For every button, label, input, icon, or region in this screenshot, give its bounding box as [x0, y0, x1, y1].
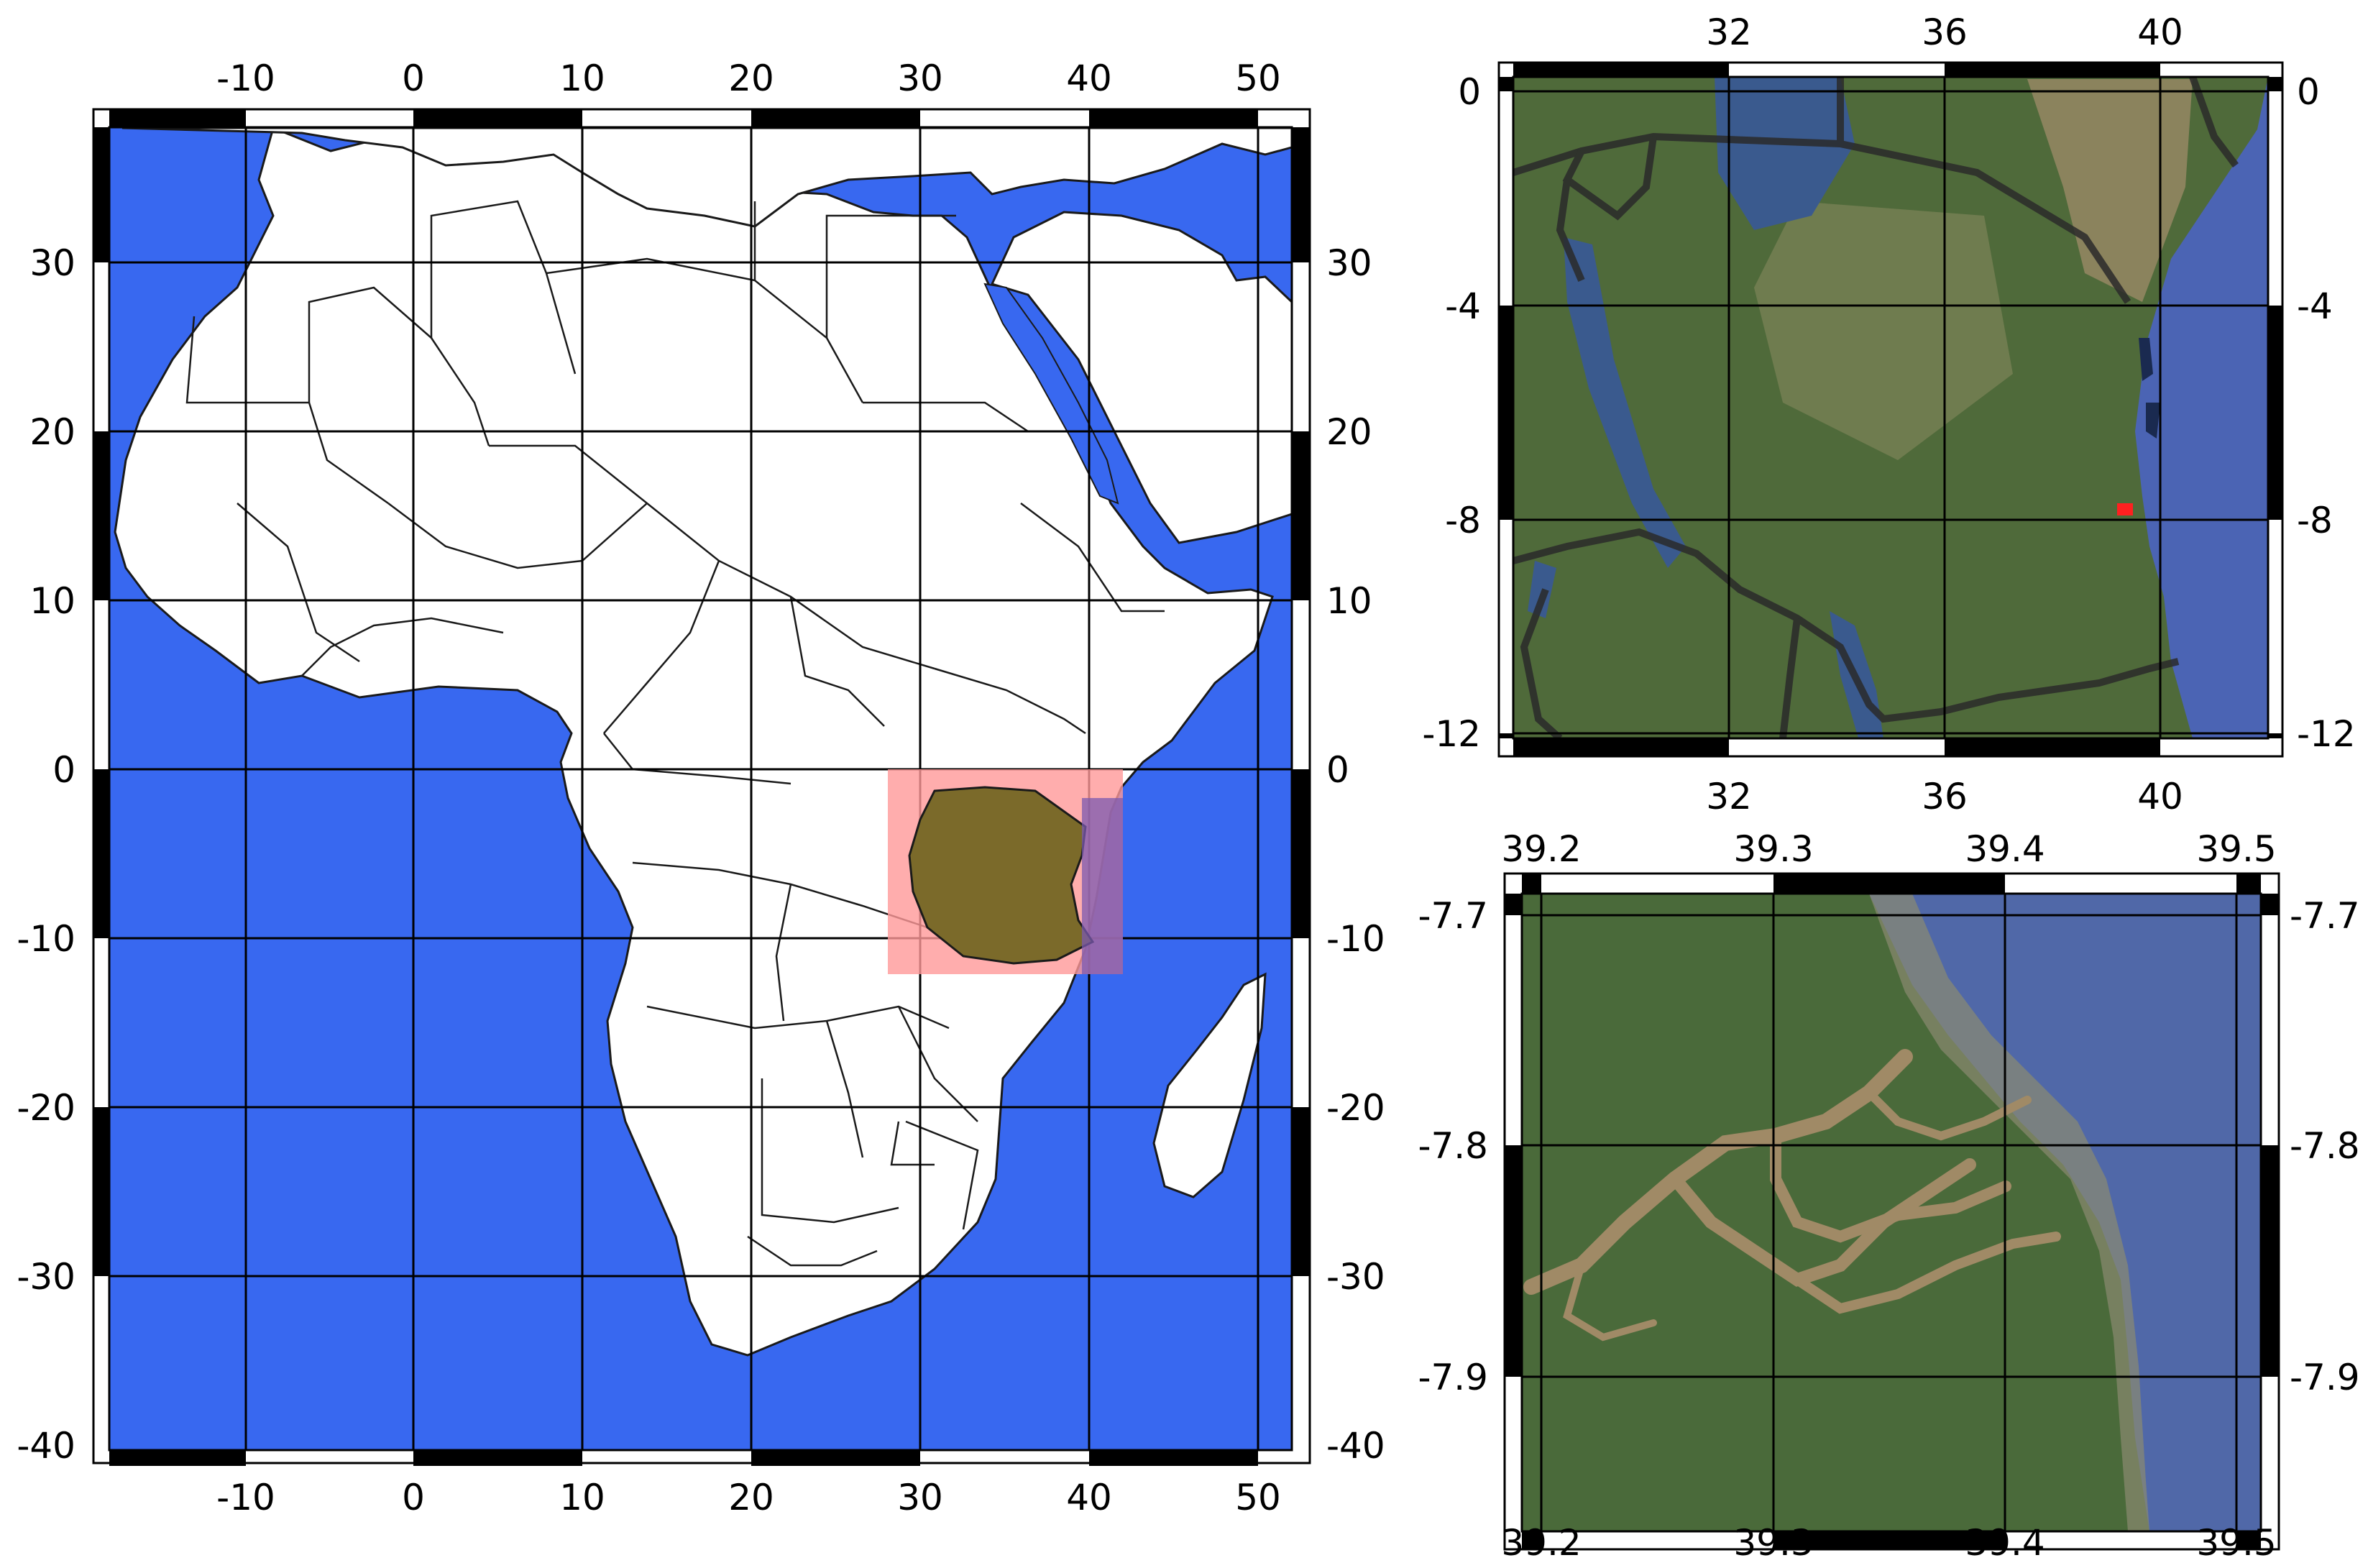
x-tick: 10 — [559, 1477, 605, 1518]
madagascar-island — [1152, 972, 1267, 1198]
y-tick: 20 — [29, 411, 75, 453]
inset-top-x-labels-bottom: 32 36 40 — [1706, 776, 2183, 817]
x-tick: 40 — [1066, 1477, 1112, 1518]
x-tick: 39.2 — [1501, 828, 1581, 870]
x-tick: 40 — [2137, 776, 2183, 817]
y-tick: -7.9 — [1418, 1357, 1488, 1398]
x-tick: 39.3 — [1733, 1522, 1813, 1564]
inset-bottom-y-labels-left: -7.7 -7.8 -7.9 — [1418, 895, 1488, 1398]
main-map-y-labels-right: 30 20 10 0 -10 -20 -30 -40 — [1326, 242, 1385, 1467]
y-tick: -7.8 — [1418, 1125, 1488, 1167]
indian-ocean — [2135, 77, 2268, 738]
y-tick: 0 — [52, 749, 75, 791]
y-tick: -7.9 — [2290, 1357, 2360, 1398]
red-sea — [983, 283, 1119, 505]
y-tick: 10 — [29, 580, 75, 622]
x-tick: 36 — [1922, 12, 1968, 53]
x-tick: 20 — [728, 1477, 774, 1518]
y-tick: -10 — [17, 918, 75, 960]
y-tick: -7.8 — [2290, 1125, 2360, 1167]
location-marker — [2117, 503, 2133, 515]
x-tick: 39.2 — [1501, 1522, 1581, 1564]
y-tick: -12 — [1422, 713, 1481, 755]
zanzibar-island — [2139, 338, 2153, 381]
x-tick: 20 — [728, 58, 774, 99]
main-map-border-ticks — [93, 109, 1310, 1466]
mafia-island — [2146, 403, 2160, 439]
x-tick: 36 — [1922, 776, 1968, 817]
inset-top-y-labels-right: 0 -4 -8 -12 — [2297, 71, 2356, 755]
x-tick: 39.5 — [2196, 1522, 2276, 1564]
x-tick: 39.4 — [1965, 828, 2045, 870]
x-tick: 0 — [402, 1477, 425, 1518]
inset-bottom-x-labels-top: 39.2 39.3 39.4 39.5 — [1501, 828, 2276, 870]
main-map-panel: -10 0 10 20 30 40 50 -10 0 10 20 30 40 5… — [17, 58, 1385, 1518]
lake-victoria — [1715, 77, 1855, 230]
y-tick: 30 — [1326, 242, 1372, 284]
y-tick: 30 — [29, 242, 75, 284]
y-tick: -12 — [2297, 713, 2356, 755]
y-tick: -8 — [1445, 500, 1481, 541]
arid-patch — [1754, 201, 2013, 460]
inset-bottom-border-ticks — [1505, 874, 2279, 1549]
tidal-shallows — [1869, 894, 2149, 1531]
x-tick: 32 — [1706, 12, 1752, 53]
y-tick: -40 — [17, 1425, 75, 1467]
x-tick: 39.4 — [1965, 1522, 2045, 1564]
y-tick: -10 — [1326, 918, 1385, 960]
x-tick: 32 — [1706, 776, 1752, 817]
arid-region — [2027, 79, 2193, 302]
y-tick: 0 — [2297, 71, 2320, 113]
x-tick: 40 — [1066, 58, 1112, 99]
y-tick: 20 — [1326, 411, 1372, 453]
arabia-landmass — [990, 211, 1292, 544]
river-channels — [1523, 1049, 2061, 1342]
x-tick: -10 — [216, 58, 275, 99]
x-tick: 50 — [1235, 1477, 1281, 1518]
y-tick: -20 — [17, 1087, 75, 1129]
x-tick: 10 — [559, 58, 605, 99]
inset-top-inner-frame — [1512, 75, 2270, 740]
y-tick: 0 — [1458, 71, 1481, 113]
graticule — [1522, 894, 2261, 1531]
y-tick: -4 — [1445, 285, 1481, 327]
y-tick: -4 — [2297, 285, 2333, 327]
tanzania-highlight — [908, 786, 1095, 965]
graticule — [1513, 77, 2268, 738]
sea-overlap-region — [1082, 798, 1123, 974]
x-tick: 40 — [2137, 12, 2183, 53]
x-tick: 39.5 — [2196, 828, 2276, 870]
inset-top-x-labels-top: 32 36 40 — [1706, 12, 2183, 53]
europe-landmass — [121, 127, 1292, 228]
x-tick: 30 — [897, 58, 943, 99]
main-map-x-labels-top: -10 0 10 20 30 40 50 — [216, 58, 1281, 99]
y-tick: -40 — [1326, 1425, 1385, 1467]
y-tick: 0 — [1326, 749, 1349, 791]
y-tick: -8 — [2297, 500, 2333, 541]
x-tick: 30 — [897, 1477, 943, 1518]
inset-bottom-panel: 39.2 39.3 39.4 39.5 39.2 39.3 39.4 39.5 … — [1418, 828, 2359, 1564]
main-map-inner-frame — [108, 126, 1293, 1452]
inset-bottom-inner-frame — [1520, 892, 2262, 1533]
y-tick: -30 — [17, 1256, 75, 1298]
y-tick: -30 — [1326, 1256, 1385, 1298]
inset-top-y-labels-left: 0 -4 -8 -12 — [1422, 71, 1481, 755]
y-tick: -20 — [1326, 1087, 1385, 1129]
inset-top-border-ticks — [1499, 63, 2282, 756]
x-tick: -10 — [216, 1477, 275, 1518]
x-tick: 0 — [402, 58, 425, 99]
x-tick: 39.3 — [1733, 828, 1813, 870]
y-tick: -7.7 — [1418, 895, 1488, 937]
y-tick: -7.7 — [2290, 895, 2360, 937]
inset-top-panel: 32 36 40 32 36 40 0 -4 -8 -12 0 -4 -8 -1… — [1422, 12, 2355, 817]
y-tick: 10 — [1326, 580, 1372, 622]
main-map-x-labels-bottom: -10 0 10 20 30 40 50 — [216, 1477, 1281, 1518]
lake-tanganyika — [1564, 237, 1686, 568]
x-tick: 50 — [1235, 58, 1281, 99]
inset-bottom-x-labels-bottom: 39.2 39.3 39.4 39.5 — [1501, 1522, 2276, 1564]
main-map-y-labels-left: 30 20 10 0 -10 -20 -30 -40 — [17, 242, 75, 1467]
country-borders — [1513, 77, 2239, 738]
inset-bottom-y-labels-right: -7.7 -7.8 -7.9 — [2290, 895, 2360, 1398]
